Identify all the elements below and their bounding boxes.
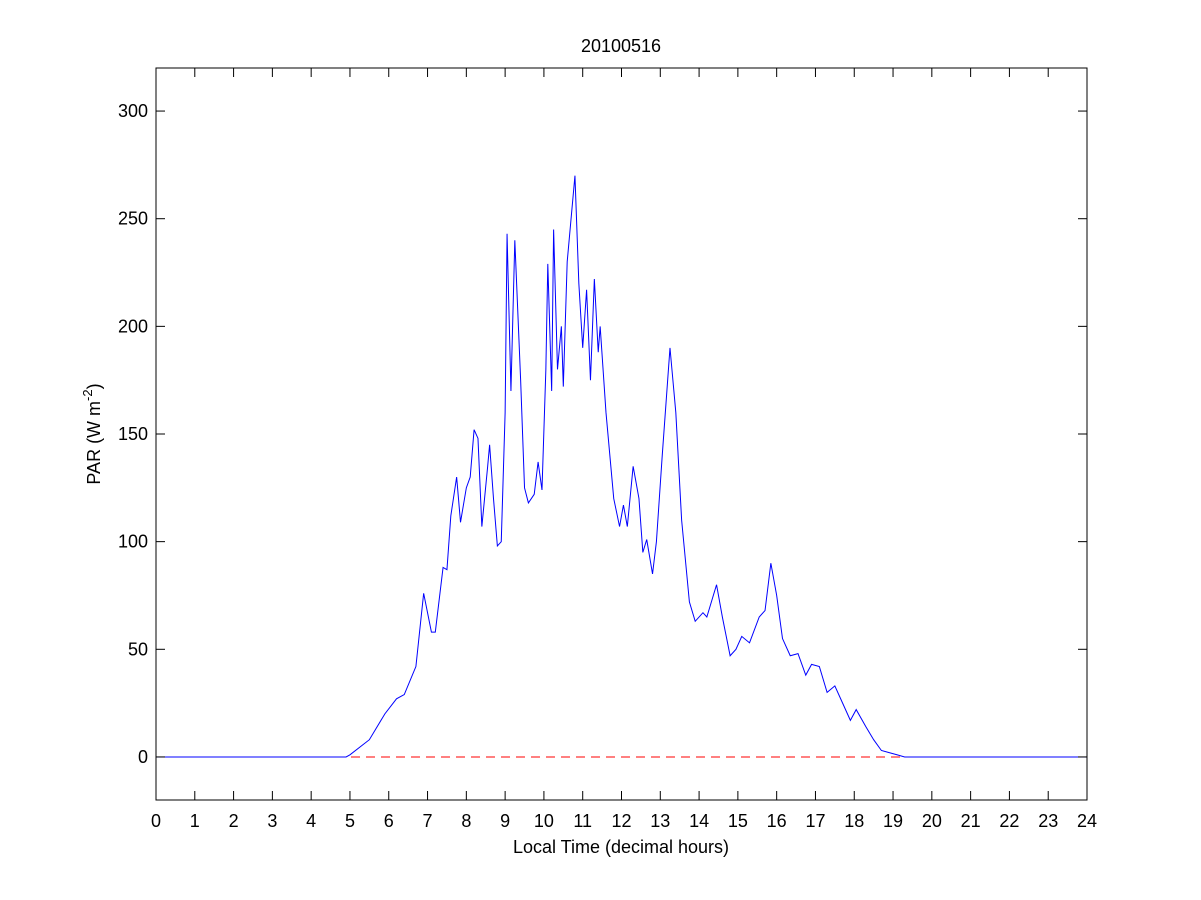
x-tick-label: 10 bbox=[534, 811, 554, 831]
y-axis-label: PAR (W m-2) bbox=[80, 383, 104, 484]
x-tick-label: 22 bbox=[999, 811, 1019, 831]
x-tick-label: 18 bbox=[844, 811, 864, 831]
x-tick-label: 13 bbox=[650, 811, 670, 831]
x-tick-label: 9 bbox=[500, 811, 510, 831]
y-tick-label: 200 bbox=[118, 316, 148, 336]
x-tick-label: 0 bbox=[151, 811, 161, 831]
y-label-text: PAR (W m bbox=[84, 401, 104, 485]
x-tick-label: 19 bbox=[883, 811, 903, 831]
x-tick-label: 16 bbox=[767, 811, 787, 831]
x-tick-label: 4 bbox=[306, 811, 316, 831]
y-label-sup: -2 bbox=[80, 389, 95, 401]
chart-title: 20100516 bbox=[581, 36, 661, 56]
x-tick-label: 5 bbox=[345, 811, 355, 831]
x-tick-label: 8 bbox=[461, 811, 471, 831]
x-tick-label: 7 bbox=[423, 811, 433, 831]
y-tick-label: 150 bbox=[118, 424, 148, 444]
y-tick-label: 50 bbox=[128, 639, 148, 659]
x-tick-label: 3 bbox=[267, 811, 277, 831]
x-axis-label: Local Time (decimal hours) bbox=[513, 837, 729, 857]
y-label-suffix: ) bbox=[84, 383, 104, 389]
x-tick-label: 2 bbox=[229, 811, 239, 831]
x-tick-label: 14 bbox=[689, 811, 709, 831]
y-tick-label: 250 bbox=[118, 209, 148, 229]
x-tick-label: 15 bbox=[728, 811, 748, 831]
y-tick-label: 0 bbox=[138, 747, 148, 767]
x-tick-label: 20 bbox=[922, 811, 942, 831]
x-tick-label: 17 bbox=[805, 811, 825, 831]
x-tick-label: 21 bbox=[961, 811, 981, 831]
x-tick-label: 12 bbox=[611, 811, 631, 831]
x-tick-label: 6 bbox=[384, 811, 394, 831]
x-tick-label: 23 bbox=[1038, 811, 1058, 831]
x-tick-label: 1 bbox=[190, 811, 200, 831]
y-tick-label: 300 bbox=[118, 101, 148, 121]
x-tick-label: 24 bbox=[1077, 811, 1097, 831]
x-tick-label: 11 bbox=[573, 811, 592, 831]
data-line bbox=[156, 175, 1087, 758]
y-tick-label: 100 bbox=[118, 532, 148, 552]
